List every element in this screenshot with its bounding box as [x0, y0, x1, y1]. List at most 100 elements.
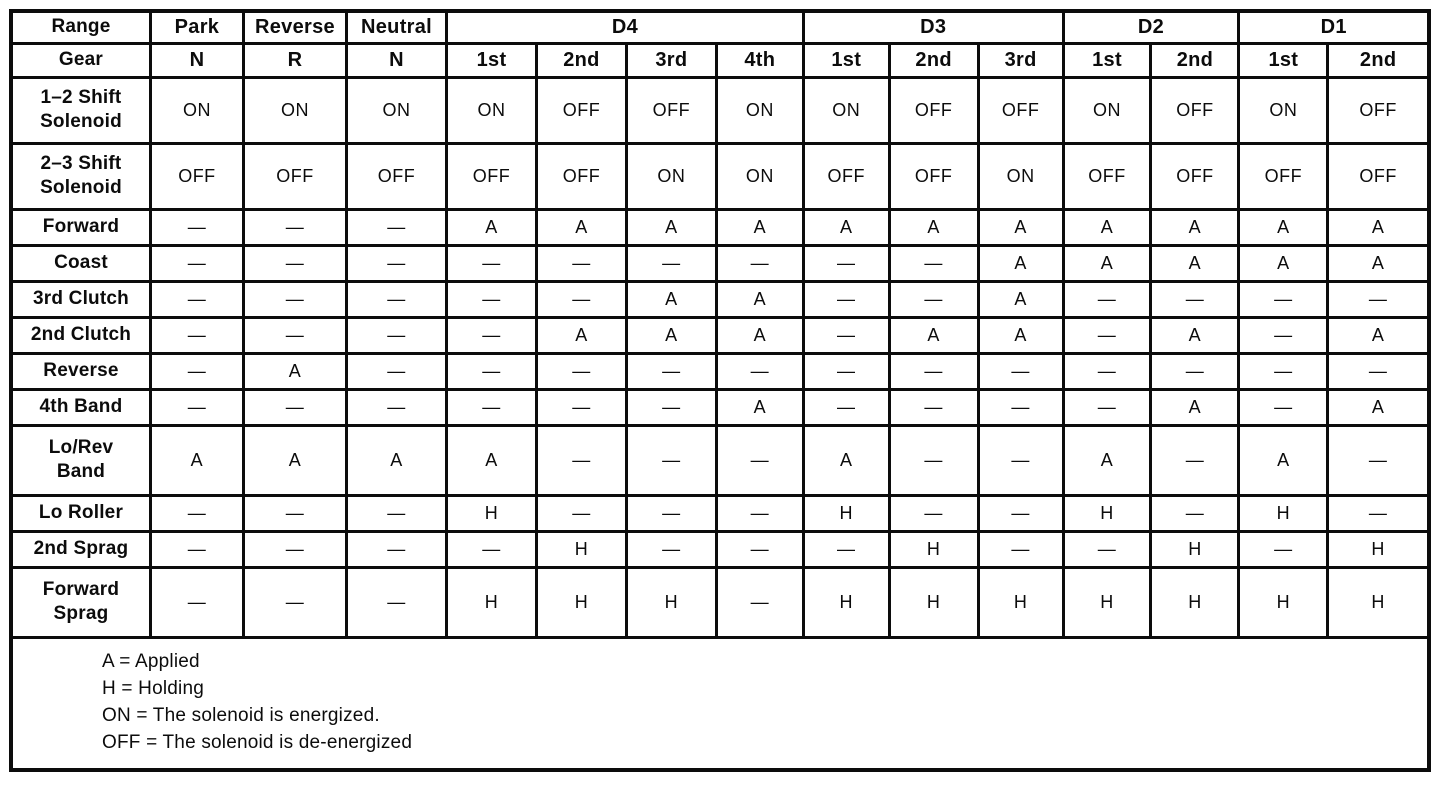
cell-value: H [887, 565, 980, 639]
cell-value: — [148, 387, 245, 427]
cell-value: ON [801, 75, 891, 145]
gear-header-cell: Gear [9, 41, 152, 79]
cell-value: H [801, 565, 891, 639]
cell-value: ON [624, 141, 718, 211]
table-row: 2nd Clutch — — — — A A A — A A — A — A [9, 315, 1431, 355]
gear-header-row: Gear N R N 1st 2nd 3rd 4th 1st 2nd 3rd 1st 2nd 1st 2n… [9, 41, 1431, 79]
cell-value: — [624, 493, 718, 533]
row-label: 4th Band [9, 387, 152, 427]
cell-value: H [1061, 565, 1153, 639]
table-row: 1–2 Shift Solenoid ON ON ON ON OFF OFF ON ON OFF O… [9, 75, 1431, 145]
cell-value: — [148, 243, 245, 283]
cell-value: — [714, 351, 805, 391]
cell-value: A [534, 315, 628, 355]
cell-value: — [344, 279, 449, 319]
cell-value: A [241, 351, 349, 391]
table-row: Lo/Rev Band A A A A — — — A — — A — A — [9, 423, 1431, 497]
cell-value: — [1061, 315, 1153, 355]
cell-value: OFF [1149, 141, 1241, 211]
cell-value: H [534, 529, 628, 569]
cell-value: — [241, 243, 349, 283]
cell-value: — [1149, 351, 1241, 391]
cell-value: A [148, 423, 245, 497]
cell-value: A [1149, 315, 1241, 355]
cell-value: — [887, 279, 980, 319]
cell-value: A [241, 423, 349, 497]
cell-value: — [801, 351, 891, 391]
cell-value: H [445, 493, 538, 533]
cell-value: — [1237, 315, 1330, 355]
gear-header-col-8: 2nd [887, 41, 980, 79]
cell-value: — [148, 315, 245, 355]
table-footer: A = Applied H = Holding ON = The solenoid … [9, 635, 1431, 772]
cell-value: — [148, 493, 245, 533]
cell-value: OFF [1326, 141, 1431, 211]
cell-value: — [148, 207, 245, 247]
gear-header-col-5: 3rd [624, 41, 718, 79]
row-label: Forward Sprag [9, 565, 152, 639]
cell-value: OFF [534, 75, 628, 145]
cell-value: — [887, 493, 980, 533]
cell-value: ON [1237, 75, 1330, 145]
cell-value: — [801, 243, 891, 283]
cell-value: — [801, 315, 891, 355]
cell-value: H [801, 493, 891, 533]
cell-value: — [344, 351, 449, 391]
cell-value: A [976, 207, 1065, 247]
gear-header-col-0: N [148, 41, 245, 79]
cell-value: — [534, 243, 628, 283]
range-group-park: Park [148, 9, 245, 45]
range-group-d4: D4 [445, 9, 805, 45]
cell-value: A [887, 315, 980, 355]
cell-value: OFF [887, 75, 980, 145]
gear-header-col-9: 3rd [976, 41, 1065, 79]
gear-header-col-2: N [344, 41, 449, 79]
gear-header-col-1: R [241, 41, 349, 79]
cell-value: A [534, 207, 628, 247]
cell-value: — [445, 279, 538, 319]
cell-value: — [1149, 423, 1241, 497]
legend-row: A = Applied H = Holding ON = The solenoid … [9, 635, 1431, 772]
cell-value: — [344, 387, 449, 427]
row-label: 2nd Sprag [9, 529, 152, 569]
cell-value: — [445, 387, 538, 427]
cell-value: A [1326, 243, 1431, 283]
cell-value: OFF [887, 141, 980, 211]
cell-value: — [976, 423, 1065, 497]
cell-value: A [1149, 207, 1241, 247]
gear-header-col-4: 2nd [534, 41, 628, 79]
cell-value: A [1237, 243, 1330, 283]
cell-value: OFF [148, 141, 245, 211]
cell-value: A [1237, 423, 1330, 497]
gear-header-col-7: 1st [801, 41, 891, 79]
table-row: 4th Band — — — — — — A — — — — A — A [9, 387, 1431, 427]
cell-value: H [1237, 565, 1330, 639]
cell-value: — [624, 423, 718, 497]
cell-value: — [801, 529, 891, 569]
cell-value: OFF [445, 141, 538, 211]
cell-value: — [1061, 279, 1153, 319]
legend-line: OFF = The solenoid is de-energized [102, 732, 413, 754]
cell-value: — [534, 351, 628, 391]
cell-value: — [714, 423, 805, 497]
range-group-d2: D2 [1061, 9, 1241, 45]
cell-value: A [1326, 315, 1431, 355]
cell-value: — [801, 387, 891, 427]
cell-value: — [1061, 529, 1153, 569]
row-label: 2nd Clutch [9, 315, 152, 355]
cell-value: — [1237, 279, 1330, 319]
row-label: 3rd Clutch [9, 279, 152, 319]
table-row: 2nd Sprag — — — — H — — — H — — H — H [9, 529, 1431, 569]
cell-value: — [534, 423, 628, 497]
cell-value: — [241, 565, 349, 639]
cell-value: — [241, 207, 349, 247]
cell-value: A [1061, 207, 1153, 247]
legend-cell: A = Applied H = Holding ON = The solenoid … [9, 635, 1431, 772]
cell-value: — [344, 529, 449, 569]
cell-value: A [1326, 387, 1431, 427]
cell-value: — [534, 493, 628, 533]
cell-value: A [344, 423, 449, 497]
cell-value: OFF [624, 75, 718, 145]
cell-value: OFF [241, 141, 349, 211]
